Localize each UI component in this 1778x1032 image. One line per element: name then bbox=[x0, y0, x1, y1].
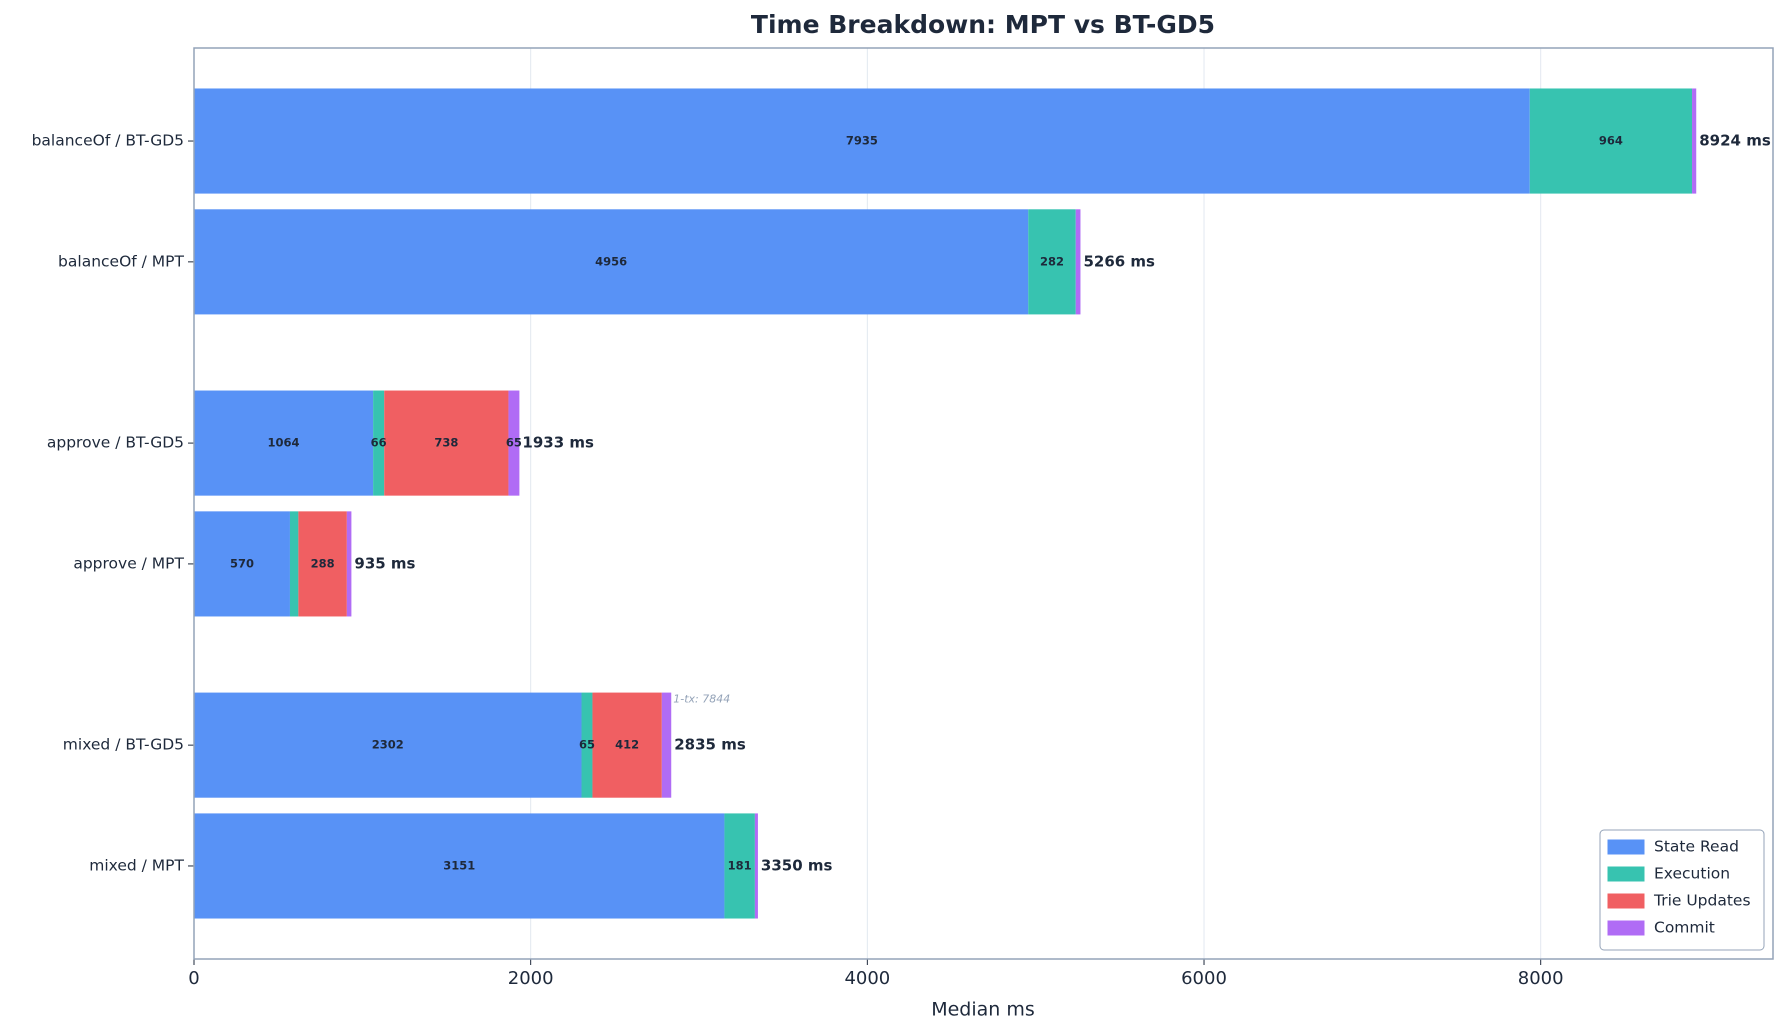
legend-label: State Read bbox=[1654, 838, 1739, 856]
y-tick-label: mixed / MPT bbox=[89, 856, 184, 874]
legend-label: Execution bbox=[1654, 865, 1730, 883]
y-tick-label: approve / MPT bbox=[73, 554, 184, 572]
bar-segment bbox=[1692, 88, 1697, 194]
segment-label: 65 bbox=[579, 738, 595, 752]
bar-segment bbox=[194, 813, 725, 919]
bar-segment bbox=[298, 511, 347, 617]
bar-segment bbox=[581, 692, 593, 798]
bar-segment bbox=[194, 390, 374, 496]
segment-label: 2302 bbox=[372, 738, 404, 752]
y-tick-label: mixed / BT-GD5 bbox=[63, 736, 184, 754]
x-tick-label: 4000 bbox=[844, 968, 890, 989]
bar-segment bbox=[373, 390, 385, 496]
legend-swatch bbox=[1607, 893, 1645, 909]
bar-segment bbox=[384, 390, 509, 496]
bar-segment bbox=[661, 692, 672, 798]
total-label: 2835 ms bbox=[674, 736, 746, 754]
segment-label: 4956 bbox=[595, 254, 627, 268]
legend-swatch bbox=[1607, 866, 1645, 882]
bar-segment bbox=[1529, 88, 1693, 194]
bar-segment bbox=[1075, 209, 1081, 315]
bar-segment bbox=[194, 209, 1029, 315]
segment-label: 282 bbox=[1040, 254, 1064, 268]
x-tick-label: 2000 bbox=[508, 968, 554, 989]
segment-label: 65 bbox=[506, 436, 522, 450]
total-label: 5266 ms bbox=[1083, 252, 1155, 270]
segment-label: 1064 bbox=[268, 436, 300, 450]
annotation: 1-tx: 7844 bbox=[673, 693, 730, 706]
bar-segment bbox=[289, 511, 299, 617]
total-label: 935 ms bbox=[354, 554, 415, 572]
segment-label: 288 bbox=[311, 556, 335, 570]
segment-label: 570 bbox=[230, 556, 254, 570]
total-label: 3350 ms bbox=[761, 856, 833, 874]
bar-segment bbox=[1028, 209, 1076, 315]
legend-label: Commit bbox=[1654, 919, 1715, 937]
bars bbox=[194, 88, 1697, 919]
total-label: 1933 ms bbox=[522, 434, 594, 452]
y-tick-label: approve / BT-GD5 bbox=[47, 434, 184, 452]
segment-label: 964 bbox=[1599, 134, 1623, 148]
bar-segment bbox=[508, 390, 520, 496]
bar-segment bbox=[194, 511, 290, 617]
y-tick-label: balanceOf / BT-GD5 bbox=[32, 132, 184, 150]
y-tick-label: balanceOf / MPT bbox=[58, 252, 184, 270]
x-tick-label: 6000 bbox=[1181, 968, 1227, 989]
segment-label: 3151 bbox=[443, 858, 475, 872]
x-tick-label: 0 bbox=[188, 968, 199, 989]
segment-label: 181 bbox=[728, 858, 752, 872]
total-label: 8924 ms bbox=[1699, 132, 1771, 150]
legend-label: Trie Updates bbox=[1653, 892, 1751, 910]
bar-segment bbox=[194, 692, 582, 798]
bar-segment bbox=[754, 813, 758, 919]
segment-label: 66 bbox=[371, 436, 387, 450]
segment-label: 7935 bbox=[846, 134, 878, 148]
bar-segment bbox=[346, 511, 352, 617]
segment-label: 738 bbox=[434, 436, 458, 450]
x-tick-label: 8000 bbox=[1518, 968, 1564, 989]
legend-swatch bbox=[1607, 839, 1645, 855]
legend-box bbox=[1599, 829, 1765, 951]
plot-frame bbox=[193, 47, 1774, 960]
chart-title: Time Breakdown: MPT vs BT-GD5 bbox=[751, 10, 1215, 39]
x-axis-label: Median ms bbox=[931, 999, 1035, 1021]
bar-segment bbox=[194, 88, 1530, 194]
bar-segment bbox=[592, 692, 662, 798]
bar-segment bbox=[724, 813, 755, 919]
legend-swatch bbox=[1607, 920, 1645, 936]
segment-label: 412 bbox=[615, 738, 639, 752]
